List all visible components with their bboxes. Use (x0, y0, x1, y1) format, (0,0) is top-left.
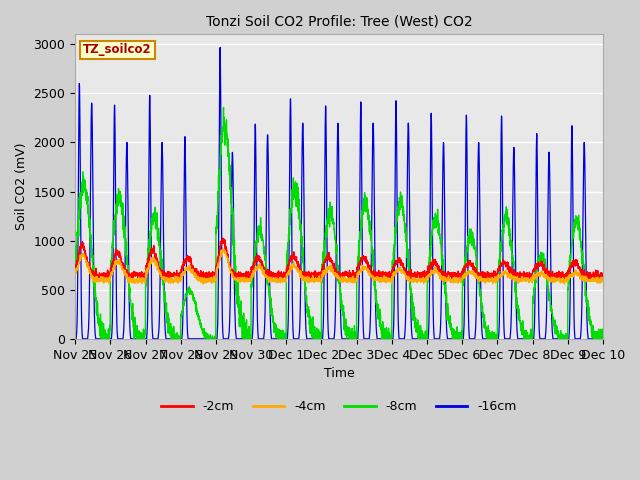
Y-axis label: Soil CO2 (mV): Soil CO2 (mV) (15, 143, 28, 230)
X-axis label: Time: Time (324, 367, 355, 380)
Text: TZ_soilco2: TZ_soilco2 (83, 44, 152, 57)
Legend: -2cm, -4cm, -8cm, -16cm: -2cm, -4cm, -8cm, -16cm (156, 395, 522, 418)
Title: Tonzi Soil CO2 Profile: Tree (West) CO2: Tonzi Soil CO2 Profile: Tree (West) CO2 (205, 15, 472, 29)
